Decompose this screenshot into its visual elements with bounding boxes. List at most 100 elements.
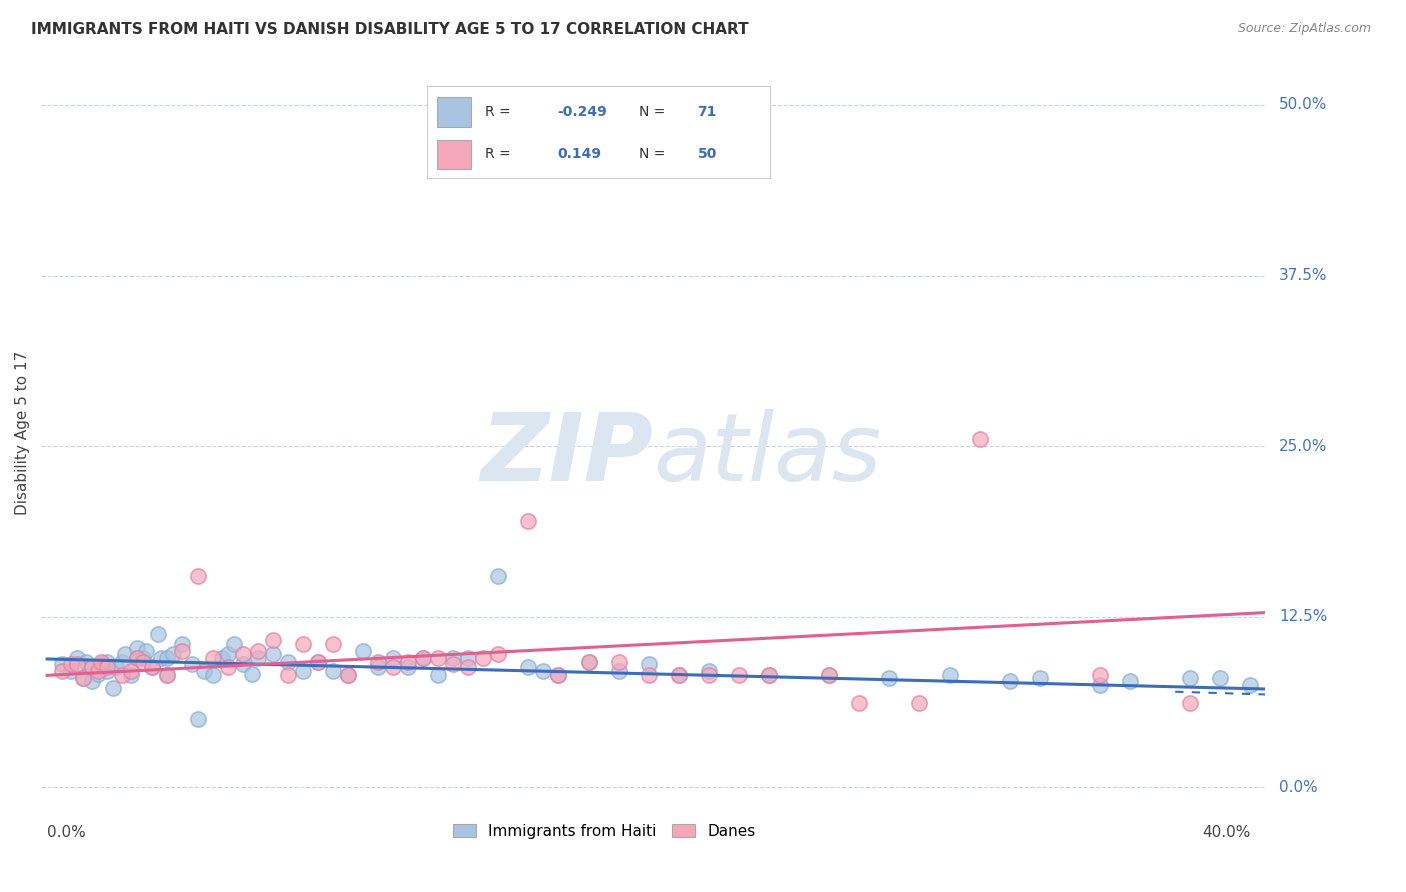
Point — [879, 671, 901, 685]
Point — [105, 660, 128, 674]
Point — [938, 668, 960, 682]
Point — [472, 650, 495, 665]
Point — [193, 665, 215, 679]
Point — [412, 650, 434, 665]
Point — [668, 668, 690, 682]
Point — [246, 650, 269, 665]
Text: IMMIGRANTS FROM HAITI VS DANISH DISABILITY AGE 5 TO 17 CORRELATION CHART: IMMIGRANTS FROM HAITI VS DANISH DISABILI… — [31, 22, 748, 37]
Point — [457, 650, 479, 665]
Point — [1178, 696, 1201, 710]
Point — [66, 650, 89, 665]
Point — [486, 568, 509, 582]
Point — [637, 657, 659, 672]
Point — [82, 660, 104, 674]
Point — [457, 660, 479, 674]
Point — [162, 647, 184, 661]
Point — [96, 660, 118, 674]
Point — [336, 668, 359, 682]
Point — [72, 671, 94, 685]
Point — [336, 668, 359, 682]
Point — [141, 660, 163, 674]
Point — [66, 657, 89, 672]
Point — [217, 647, 239, 661]
Text: ZIP: ZIP — [481, 409, 654, 500]
Point — [291, 665, 314, 679]
Point — [427, 668, 450, 682]
Point — [127, 641, 149, 656]
Point — [222, 637, 245, 651]
Point — [1119, 673, 1142, 688]
Point — [82, 673, 104, 688]
Point — [262, 647, 284, 661]
Point — [1178, 671, 1201, 685]
Point — [114, 647, 136, 661]
Point — [217, 660, 239, 674]
Point — [180, 657, 202, 672]
Point — [232, 647, 254, 661]
Point — [135, 644, 157, 658]
Point — [637, 668, 659, 682]
Point — [148, 627, 170, 641]
Point — [90, 657, 112, 672]
Point — [1209, 671, 1232, 685]
Point — [262, 632, 284, 647]
Point — [60, 657, 83, 672]
Point — [486, 647, 509, 661]
Point — [517, 514, 540, 528]
Point — [382, 650, 405, 665]
Point — [547, 668, 569, 682]
Point — [111, 655, 134, 669]
Text: atlas: atlas — [654, 409, 882, 500]
Point — [156, 668, 179, 682]
Point — [87, 667, 110, 681]
Text: 0.0%: 0.0% — [48, 825, 86, 840]
Point — [51, 657, 73, 672]
Point — [211, 650, 233, 665]
Point — [232, 657, 254, 672]
Point — [103, 681, 125, 695]
Point — [201, 668, 224, 682]
Point — [75, 655, 97, 669]
Point — [848, 696, 870, 710]
Point — [96, 665, 118, 679]
Text: 37.5%: 37.5% — [1279, 268, 1327, 283]
Text: 0.0%: 0.0% — [1279, 780, 1317, 795]
Point — [396, 655, 419, 669]
Point — [412, 650, 434, 665]
Point — [132, 655, 155, 669]
Point — [728, 668, 751, 682]
Point — [517, 660, 540, 674]
Point — [72, 671, 94, 685]
Point — [607, 665, 630, 679]
Point — [132, 650, 155, 665]
Point — [141, 660, 163, 674]
Point — [51, 665, 73, 679]
Text: 40.0%: 40.0% — [1202, 825, 1250, 840]
Point — [533, 665, 555, 679]
Legend: Immigrants from Haiti, Danes: Immigrants from Haiti, Danes — [447, 818, 762, 845]
Point — [697, 665, 720, 679]
Point — [96, 655, 118, 669]
Point — [818, 668, 841, 682]
Point — [277, 668, 299, 682]
Point — [1029, 671, 1052, 685]
Point — [87, 665, 110, 679]
Point — [441, 657, 464, 672]
Point — [277, 655, 299, 669]
Point — [1239, 678, 1261, 692]
Point — [82, 660, 104, 674]
Point — [60, 665, 83, 679]
Y-axis label: Disability Age 5 to 17: Disability Age 5 to 17 — [15, 351, 30, 515]
Point — [697, 668, 720, 682]
Point — [127, 650, 149, 665]
Point — [156, 668, 179, 682]
Point — [186, 712, 208, 726]
Point — [156, 650, 179, 665]
Point — [998, 673, 1021, 688]
Point — [441, 650, 464, 665]
Point — [578, 655, 600, 669]
Point — [367, 660, 389, 674]
Point — [291, 637, 314, 651]
Point — [90, 655, 112, 669]
Point — [172, 637, 194, 651]
